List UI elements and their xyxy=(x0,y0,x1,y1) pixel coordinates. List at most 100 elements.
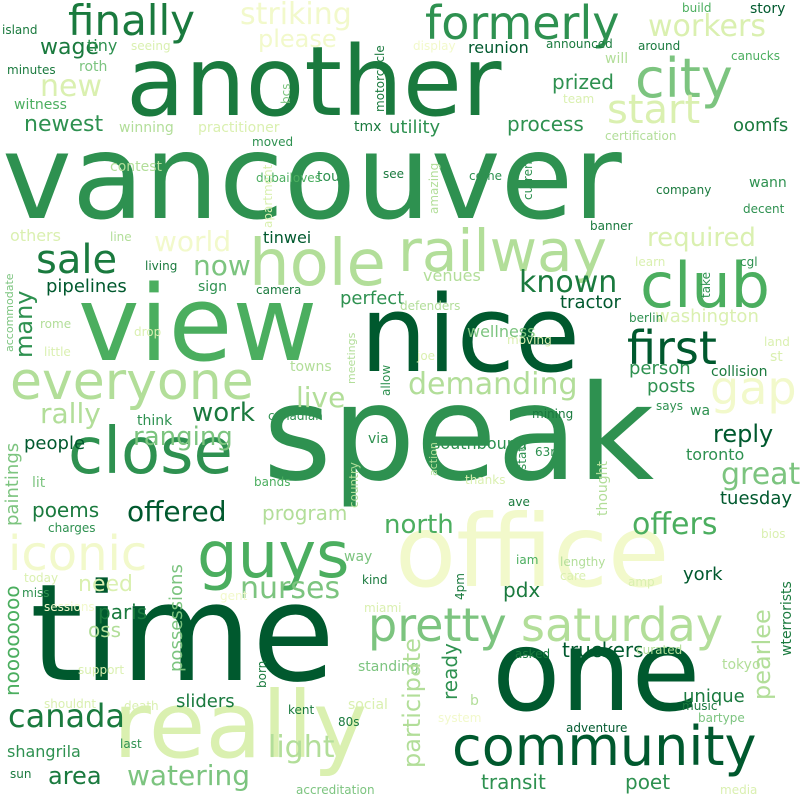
word-amp: amp xyxy=(628,575,655,589)
word-around: around xyxy=(638,39,681,53)
word-last: last xyxy=(120,737,142,751)
word-sale: sale xyxy=(36,237,118,283)
word-social: social xyxy=(348,697,388,713)
word-watering: participate xyxy=(398,638,426,768)
word-think: think xyxy=(137,413,173,429)
word-bands: bands xyxy=(254,475,291,489)
word-gent: gent xyxy=(220,589,248,603)
word-southbound: southbound xyxy=(432,434,528,453)
word-63rd: 63rd xyxy=(535,445,563,459)
word-world: world xyxy=(154,225,232,258)
word-newest: newest xyxy=(24,112,104,137)
word-action: action xyxy=(427,442,440,476)
word-tmx: tmx xyxy=(354,119,382,135)
word-new: new xyxy=(40,69,103,104)
word-rome: rome xyxy=(40,317,72,331)
word-company: company xyxy=(656,183,712,197)
word-witness: witness xyxy=(14,97,67,113)
word-minutes: minutes xyxy=(7,63,56,77)
word-roth: roth xyxy=(79,59,108,75)
word-pdx: pdx xyxy=(503,578,541,602)
word-striking: striking xyxy=(240,0,352,32)
word-tractor: tractor xyxy=(560,292,621,313)
word-wellness: wellness xyxy=(467,322,536,341)
word-one: one xyxy=(492,607,701,737)
word-north: north xyxy=(384,510,454,540)
word-iconic: iconic xyxy=(8,526,148,582)
word-bcs: bcs xyxy=(279,83,293,104)
word-towns: towns xyxy=(290,359,332,375)
word-reply: reply xyxy=(713,420,774,448)
word-little: little xyxy=(44,345,71,359)
word-required: required xyxy=(647,223,756,253)
word-formerly: formerly xyxy=(425,0,620,50)
word-process: process xyxy=(507,112,584,136)
word-please: please xyxy=(258,25,337,53)
word-wage: wage xyxy=(40,35,99,60)
word-area: light xyxy=(268,730,335,765)
word-berlin: berlin xyxy=(629,311,664,325)
word-seeing: seeing xyxy=(131,39,171,53)
word-team: team xyxy=(563,92,595,106)
word-music: music xyxy=(682,699,718,713)
word-sliders: sliders xyxy=(176,691,235,712)
word-apartment: apartment xyxy=(261,164,275,228)
word-tokyo: tokyo xyxy=(722,657,761,673)
word-sign: sign xyxy=(198,279,227,295)
word-support: support xyxy=(78,663,125,677)
word-community: community xyxy=(452,715,757,778)
word-announced: announced xyxy=(546,37,613,51)
word-noooooooo: noooooooo xyxy=(0,585,24,696)
word-says: says xyxy=(656,399,683,413)
word-land: land xyxy=(764,335,790,349)
word-nurses: nurses xyxy=(240,571,341,606)
word-poet: area xyxy=(48,762,102,790)
word-transit: watering xyxy=(127,759,251,792)
word-pearlee: poet xyxy=(625,770,671,794)
word-miss: miss xyxy=(22,586,50,600)
word-current: current xyxy=(521,156,535,200)
word-motorcycle: motorcycle xyxy=(373,45,387,112)
word-via: via xyxy=(368,431,389,447)
word-80s: 80s xyxy=(338,715,360,729)
word-possessions: possessions xyxy=(166,564,187,672)
word-shangrila: shangrila xyxy=(7,742,81,761)
word-great: great xyxy=(721,457,800,492)
word-accreditation: accreditation xyxy=(296,783,375,797)
word-winning: winning xyxy=(119,120,174,136)
word-country: country xyxy=(347,462,361,508)
word-media: media xyxy=(720,783,758,797)
word-adventure: adventure xyxy=(566,721,628,735)
word-joe: joe xyxy=(417,349,436,363)
word-bartype: bartype xyxy=(698,711,745,725)
word-practitioner: practitioner xyxy=(198,120,280,136)
word-saturday: saturday xyxy=(521,598,724,652)
word-will: will xyxy=(605,51,629,67)
word-toronto: toronto xyxy=(686,445,745,464)
word-really: really xyxy=(113,672,368,779)
word-iam: iam xyxy=(516,553,539,567)
word-miami: miami xyxy=(364,601,402,615)
word-allow: allow xyxy=(379,364,393,396)
word-take: take xyxy=(699,272,713,298)
word-pretty: pretty xyxy=(368,598,507,652)
word-island: island xyxy=(2,23,38,37)
word-first: first xyxy=(627,321,717,375)
word-gap: gap xyxy=(710,361,797,415)
word-thought: thought xyxy=(595,460,611,516)
word-vancouver: vancouver xyxy=(2,108,622,246)
word-living: living xyxy=(145,259,178,273)
word-speak: speak xyxy=(263,357,655,511)
word-sessions: sessions xyxy=(44,600,95,614)
word-meetings: meetings xyxy=(345,332,358,384)
word-mining: mining xyxy=(532,407,574,421)
word-curated: curated xyxy=(636,643,683,657)
word-build: build xyxy=(682,1,712,15)
word-workers: workers xyxy=(648,9,766,44)
word-oss: oss xyxy=(88,618,122,642)
word-canucks: canucks xyxy=(731,49,780,63)
word-unique: unique xyxy=(683,686,745,707)
word-oomfs: oomfs xyxy=(733,115,789,136)
word-care: care xyxy=(560,569,587,583)
word-death: death xyxy=(124,699,159,713)
